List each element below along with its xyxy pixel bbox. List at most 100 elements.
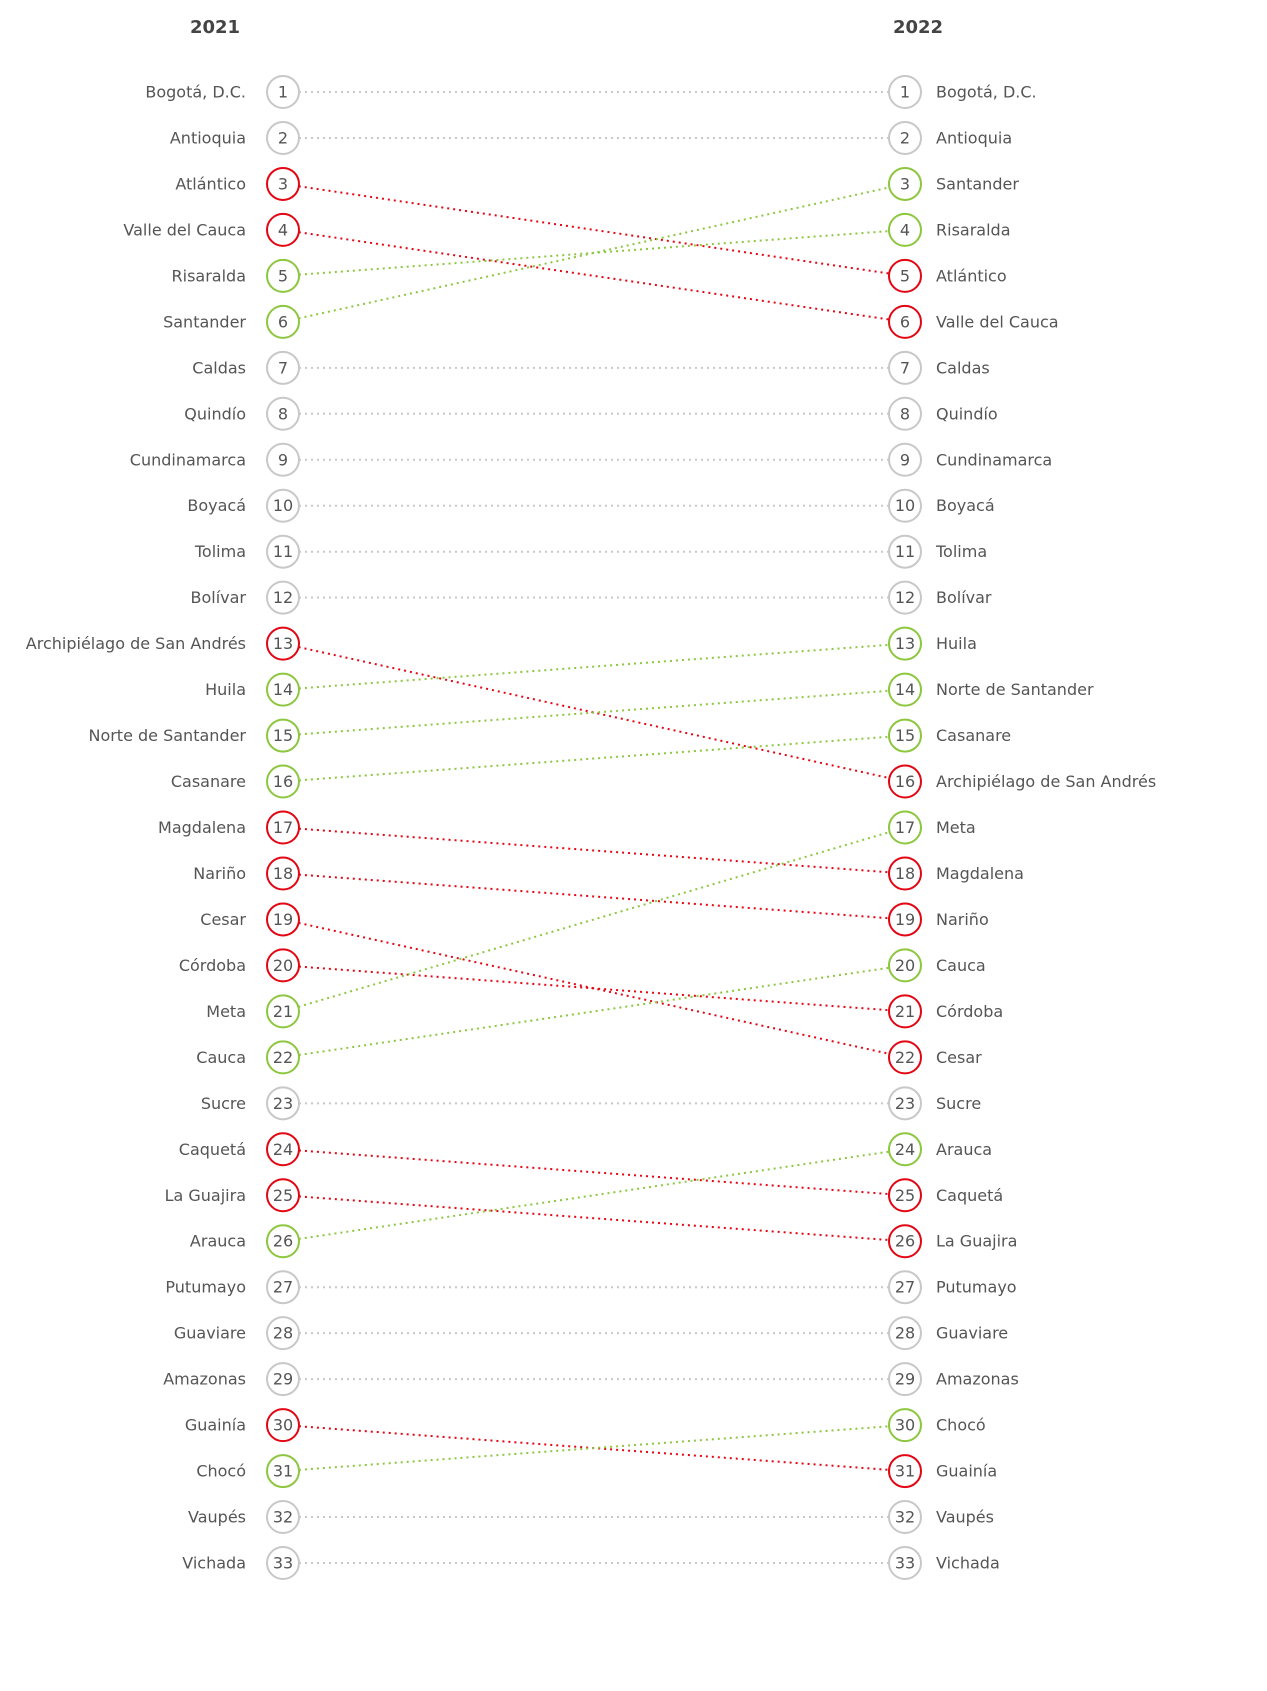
rank-circle — [888, 1178, 922, 1213]
name-label: Quindío — [184, 404, 246, 423]
year-label: 2022 — [893, 17, 943, 38]
rank-number: 5 — [278, 266, 288, 285]
name-label: Guainía — [185, 1416, 246, 1435]
rank-number: 7 — [278, 358, 288, 377]
rank-circle — [888, 1362, 922, 1397]
rank-number: 2 — [278, 128, 288, 147]
rank-number: 28 — [895, 1324, 915, 1343]
rank-number: 29 — [895, 1370, 915, 1389]
rank-circle — [888, 764, 922, 799]
name-label: Valle del Cauca — [936, 312, 1059, 331]
rank-circle — [266, 626, 300, 661]
slope-line — [298, 873, 890, 920]
name-label: Magdalena — [158, 818, 246, 837]
rank-circle — [266, 1178, 300, 1213]
rank-circle — [888, 350, 922, 385]
rank-number: 15 — [895, 726, 915, 745]
rank-circle — [888, 488, 922, 523]
name-label: Amazonas — [163, 1370, 246, 1389]
name-label: Vichada — [936, 1554, 1000, 1573]
name-label: La Guajira — [165, 1186, 246, 1205]
name-label: Guainía — [936, 1462, 997, 1481]
name-label: Santander — [936, 174, 1019, 193]
rank-number: 22 — [273, 1048, 293, 1067]
slope-line — [298, 1150, 890, 1240]
name-label: Risaralda — [172, 266, 247, 285]
name-label: Cesar — [936, 1048, 982, 1067]
rank-circle — [888, 1224, 922, 1259]
slope-line — [298, 185, 890, 275]
rank-number: 21 — [895, 1002, 915, 1021]
name-label: Sucre — [201, 1094, 246, 1113]
rank-number: 25 — [895, 1186, 915, 1205]
name-label: Huila — [936, 634, 977, 653]
rank-number: 24 — [895, 1140, 915, 1159]
year-label: 2021 — [190, 17, 240, 38]
rank-number: 8 — [278, 404, 288, 423]
rank-circle — [888, 902, 922, 937]
rank-number: 14 — [273, 680, 293, 699]
rank-number: 17 — [273, 818, 293, 837]
rank-circle — [266, 1270, 300, 1305]
rank-circle — [266, 442, 300, 477]
rank-circle — [266, 1132, 300, 1167]
rank-circle — [266, 948, 300, 983]
name-label: Cundinamarca — [936, 450, 1052, 469]
name-label: Tolima — [194, 542, 246, 561]
name-label: Vaupés — [936, 1508, 994, 1527]
name-label: Antioquia — [170, 128, 246, 147]
name-label: Putumayo — [936, 1278, 1017, 1297]
rank-circle — [266, 258, 300, 293]
rank-number: 3 — [900, 174, 910, 193]
rank-number: 27 — [895, 1278, 915, 1297]
rank-circle — [266, 534, 300, 569]
rank-circle — [266, 718, 300, 753]
rank-number: 32 — [273, 1508, 293, 1527]
name-label: Nariño — [193, 864, 246, 883]
name-label: Chocó — [196, 1462, 246, 1481]
rank-number: 13 — [895, 634, 915, 653]
rank-circle — [888, 1500, 922, 1535]
name-label: Cauca — [196, 1048, 246, 1067]
rank-circle — [888, 1316, 922, 1351]
name-label: Guaviare — [174, 1324, 246, 1343]
name-label: Nariño — [936, 910, 989, 929]
rank-number: 10 — [273, 496, 293, 515]
rank-circle — [888, 718, 922, 753]
name-label: Córdoba — [179, 956, 246, 975]
slope-line — [298, 827, 890, 874]
rank-circle — [888, 1546, 922, 1580]
rank-number: 33 — [895, 1554, 915, 1573]
name-label: Putumayo — [165, 1278, 246, 1297]
name-label: Bogotá, D.C. — [936, 83, 1037, 102]
rank-circle — [266, 994, 300, 1029]
name-label: Magdalena — [936, 864, 1024, 883]
rank-number: 23 — [273, 1094, 293, 1113]
slope-line — [298, 231, 890, 321]
rank-circle — [888, 212, 922, 247]
name-label: Casanare — [936, 726, 1011, 745]
rank-number: 25 — [273, 1186, 293, 1205]
name-label: Tolima — [935, 542, 987, 561]
rank-number: 23 — [895, 1094, 915, 1113]
rank-circle — [888, 534, 922, 569]
name-label: Atlántico — [936, 266, 1007, 285]
slope-line — [298, 831, 890, 1008]
rank-number: 33 — [273, 1554, 293, 1573]
name-label: Cesar — [200, 910, 246, 929]
rank-circle — [266, 1316, 300, 1351]
rank-number: 30 — [273, 1416, 293, 1435]
name-label: Amazonas — [936, 1370, 1019, 1389]
rank-circle — [266, 75, 300, 109]
name-label: Arauca — [190, 1232, 246, 1251]
rank-circle — [888, 1408, 922, 1443]
rank-circle — [266, 350, 300, 385]
name-label: Antioquia — [936, 128, 1012, 147]
rank-number: 27 — [273, 1278, 293, 1297]
rank-circle — [266, 1546, 300, 1580]
name-label: Cauca — [936, 956, 986, 975]
name-label: Quindío — [936, 404, 998, 423]
rank-number: 31 — [273, 1462, 293, 1481]
name-label: Norte de Santander — [88, 726, 246, 745]
rank-number: 18 — [273, 864, 293, 883]
